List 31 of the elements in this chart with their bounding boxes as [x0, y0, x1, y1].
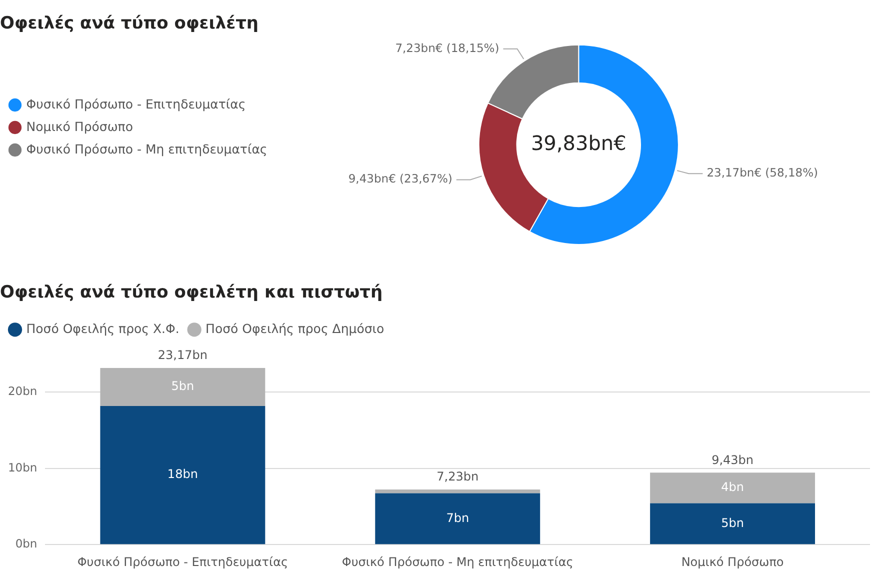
y-tick-label: 10bn [8, 460, 38, 474]
x-tick-label: Φυσικό Πρόσωπο - Επιτηδευματίας [77, 554, 288, 569]
chart-title: Οφειλές ανά τύπο οφειλέτη και πιστωτή [0, 282, 383, 303]
legend-label: Ποσό Οφειλής προς Χ.Φ. [26, 320, 180, 336]
chart-title: Οφειλές ανά τύπο οφειλέτη [0, 14, 259, 34]
legend-label: Φυσικό Πρόσωπο - Μη επιτηδευματίας [26, 141, 268, 156]
y-tick-label: 20bn [8, 384, 38, 398]
bar [375, 493, 540, 544]
y-tick-label: 0bn [15, 536, 38, 551]
data-label: 7,23bn€ (18,15%) [395, 40, 500, 55]
bar [100, 406, 266, 544]
x-tick-label: Φυσικό Πρόσωπο - Μη επιτηδευματίας [342, 554, 574, 569]
bar [375, 489, 540, 494]
legend-label: Φυσικό Πρόσωπο - Επιτηδευματίας [26, 96, 246, 112]
total-label: 9,43bn [712, 452, 754, 467]
bar [100, 368, 266, 406]
legend-label: Ποσό Οφειλής προς Δημόσιο [206, 320, 384, 336]
data-label: 5bn [171, 379, 194, 394]
text: 39,83bn€ [530, 130, 626, 155]
data-label: 9,43bn€ (23,67%) [348, 172, 452, 186]
total-label: 7,23bn [436, 470, 479, 484]
data-label: 18bn [167, 467, 198, 482]
legend-label: Νομικό Πρόσωπο [26, 118, 133, 134]
bar [650, 472, 816, 504]
bar [650, 503, 816, 544]
data-label: 5bn [721, 516, 744, 530]
x-tick-label: Νομικό Πρόσωπο [681, 554, 784, 569]
data-label: 23,17bn€ (58,18%) [706, 166, 818, 180]
data-label: 4bn [721, 480, 744, 494]
data-label: 7bn [446, 510, 470, 525]
total-label: 23,17bn [158, 348, 208, 362]
